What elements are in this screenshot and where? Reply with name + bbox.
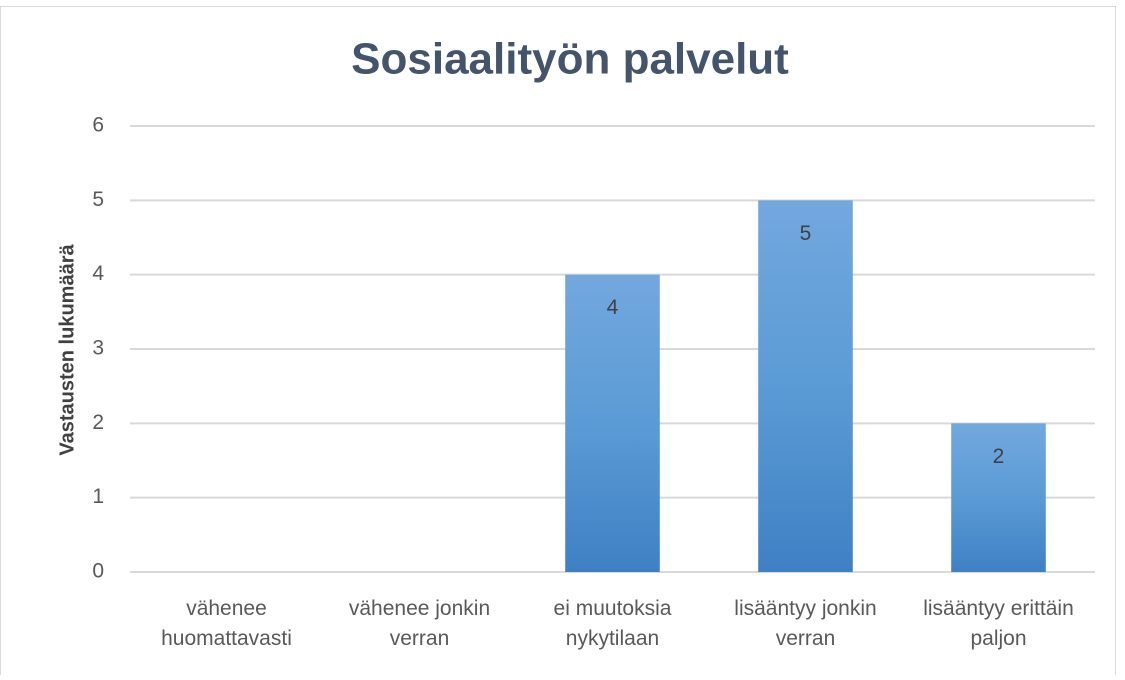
- bar: [565, 274, 660, 572]
- data-label: 4: [607, 296, 619, 319]
- y-tick-label: 6: [92, 114, 104, 137]
- x-tick-label: vähenee huomattavasti: [161, 597, 292, 650]
- chart-title: Sosiaalityön palvelut: [351, 35, 789, 84]
- y-tick-label: 4: [92, 262, 104, 285]
- y-axis-title: Vastausten lukumäärä: [56, 244, 78, 456]
- y-tick-label: 5: [92, 188, 104, 211]
- data-label: 2: [993, 445, 1005, 468]
- x-tick-label: ei muutoksia nykytilaan: [553, 597, 672, 650]
- y-tick-label: 0: [92, 560, 104, 583]
- x-tick-label: lisääntyy jonkin verran: [734, 597, 877, 650]
- y-tick-label: 2: [92, 411, 104, 434]
- chart-border: [0, 6, 1116, 680]
- bar: [758, 200, 853, 573]
- y-tick-label: 3: [92, 337, 104, 360]
- x-tick-label: vähenee jonkin verran: [348, 597, 491, 650]
- x-tick-label: lisääntyy erittäin paljon: [923, 597, 1074, 650]
- y-tick-label: 1: [92, 485, 104, 508]
- bar: [951, 423, 1046, 572]
- data-label: 5: [800, 222, 812, 245]
